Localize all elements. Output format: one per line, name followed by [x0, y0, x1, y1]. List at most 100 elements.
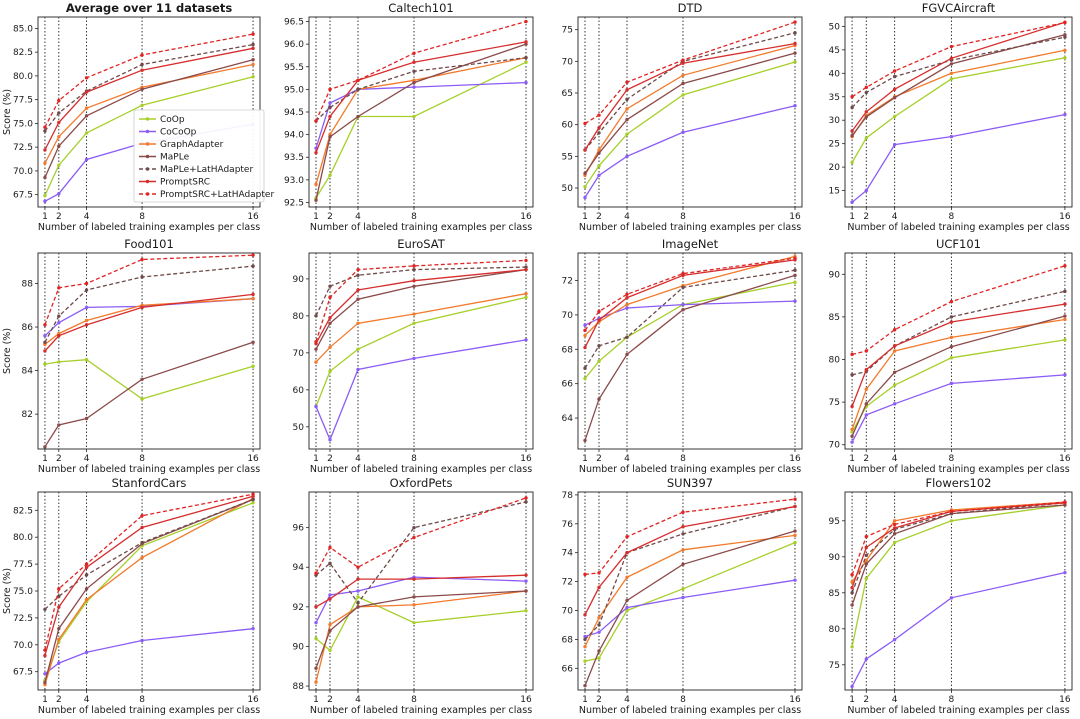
- data-point: [412, 69, 416, 73]
- y-tick-label: 72: [562, 277, 573, 287]
- data-point: [681, 562, 685, 566]
- legend-box: [133, 109, 265, 203]
- series-line-cocoop: [315, 339, 527, 442]
- data-point: [356, 87, 360, 92]
- data-point: [356, 321, 360, 325]
- series-line-coop: [44, 359, 254, 400]
- panel-title: Flowers102: [926, 476, 992, 490]
- data-point: [84, 565, 89, 570]
- y-tick-label: 72: [562, 578, 573, 588]
- data-point: [314, 314, 318, 318]
- data-point: [43, 199, 47, 203]
- y-tick-label: 40: [829, 69, 841, 79]
- data-point: [793, 20, 797, 24]
- data-point: [356, 347, 360, 351]
- data-point: [314, 605, 318, 609]
- data-point: [43, 129, 47, 133]
- data-point: [412, 284, 416, 288]
- y-tick-label: 72.5: [13, 143, 33, 153]
- y-tick-label: 64: [562, 414, 574, 424]
- data-point: [850, 645, 854, 649]
- x-tick-label: 8: [949, 454, 955, 464]
- y-tick-label: 45: [829, 46, 840, 56]
- data-point: [43, 175, 47, 180]
- data-point: [1063, 314, 1067, 318]
- legend-label: MaPLe: [160, 153, 190, 163]
- series-line-maple-lathadapter: [851, 290, 1066, 376]
- data-point: [597, 585, 601, 590]
- panel-title: Caltech101: [388, 1, 453, 15]
- y-tick-label: 82: [22, 410, 33, 420]
- series-line-promptsrc: [315, 41, 527, 153]
- series-line-promptsrc: [851, 21, 1066, 132]
- data-point: [412, 577, 416, 581]
- data-point: [864, 136, 868, 140]
- data-point: [892, 95, 897, 100]
- data-point: [681, 308, 685, 312]
- series-line-graphadapter: [584, 255, 796, 336]
- data-point: [57, 144, 61, 148]
- data-point: [850, 591, 854, 595]
- legend-marker: [145, 117, 150, 121]
- x-tick-label: 8: [680, 454, 686, 464]
- data-point: [625, 296, 629, 300]
- x-tick-label: 4: [84, 454, 90, 464]
- y-tick-label: 70.0: [13, 167, 33, 177]
- series-line-coop: [584, 541, 796, 662]
- data-point: [57, 626, 61, 631]
- data-point: [412, 620, 416, 625]
- data-point: [597, 131, 601, 135]
- x-tick-label: 4: [84, 212, 90, 222]
- data-point: [57, 135, 61, 139]
- data-point: [328, 593, 332, 597]
- data-point: [625, 154, 629, 159]
- data-point: [251, 626, 255, 631]
- data-point: [328, 622, 332, 627]
- data-point: [412, 603, 416, 607]
- data-point: [57, 594, 61, 599]
- legend-label: PromptSRC+LatHAdapter: [160, 190, 274, 200]
- legend-marker: [145, 129, 150, 134]
- data-point: [864, 115, 868, 119]
- data-point: [583, 171, 587, 176]
- data-point: [524, 291, 528, 296]
- data-point: [356, 273, 360, 277]
- x-axis-label: Number of labeled training examples per …: [310, 705, 532, 716]
- axes-frame: [37, 491, 261, 691]
- data-point: [1063, 33, 1067, 37]
- data-point: [251, 253, 255, 257]
- y-tick-label: 96.0: [284, 40, 304, 50]
- data-point: [892, 114, 897, 119]
- y-tick-label: 80: [829, 625, 841, 635]
- y-tick-label: 90: [293, 275, 305, 285]
- data-point: [1063, 500, 1067, 504]
- data-point: [793, 529, 797, 533]
- y-tick-label: 84: [22, 367, 34, 377]
- x-tick-label: 1: [849, 212, 855, 222]
- data-point: [140, 377, 144, 382]
- data-point: [328, 345, 332, 350]
- x-tick-label: 2: [56, 212, 62, 222]
- x-tick-label: 16: [1059, 454, 1071, 464]
- series-line-maple: [44, 498, 254, 683]
- data-point: [793, 504, 797, 509]
- data-point: [681, 587, 685, 591]
- data-point: [356, 565, 360, 569]
- x-tick-label: 2: [56, 695, 62, 705]
- y-axis-label: Score (%): [2, 328, 13, 374]
- data-point: [681, 93, 685, 97]
- x-tick-label: 8: [139, 454, 145, 464]
- data-point: [1063, 373, 1067, 377]
- data-point: [583, 376, 587, 381]
- x-tick-label: 1: [42, 454, 48, 464]
- legend-label: CoOp: [160, 115, 185, 125]
- x-tick-label: 1: [42, 695, 48, 705]
- data-point: [864, 657, 868, 661]
- legend-marker: [145, 142, 150, 146]
- y-tick-label: 94.0: [284, 131, 304, 141]
- data-point: [597, 630, 601, 634]
- y-tick-label: 90: [829, 553, 841, 563]
- data-point: [1063, 20, 1067, 25]
